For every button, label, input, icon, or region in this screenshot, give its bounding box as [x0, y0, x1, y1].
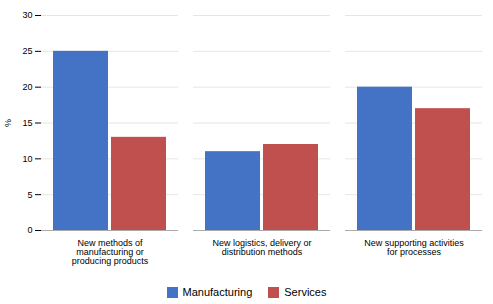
svg-text:%: %	[3, 119, 13, 127]
svg-text:10: 10	[22, 154, 32, 164]
svg-text:5: 5	[27, 190, 32, 200]
html-text:Manufacturing: Manufacturing	[182, 286, 253, 298]
svg-text:15: 15	[22, 118, 32, 128]
svg-text:20: 20	[22, 82, 32, 92]
svg-text:New logistics, delivery ordist: New logistics, delivery ordistribution m…	[212, 238, 311, 257]
svg-text:New supporting activitiesfor p: New supporting activitiesfor processes	[364, 238, 464, 257]
html-text:Services: Services	[284, 286, 327, 298]
svg-text:30: 30	[22, 10, 32, 20]
svg-text:0: 0	[27, 225, 32, 235]
svg-text:25: 25	[22, 46, 32, 56]
svg-text:New methods ofmanufacturing or: New methods ofmanufacturing orproducing …	[72, 238, 149, 266]
